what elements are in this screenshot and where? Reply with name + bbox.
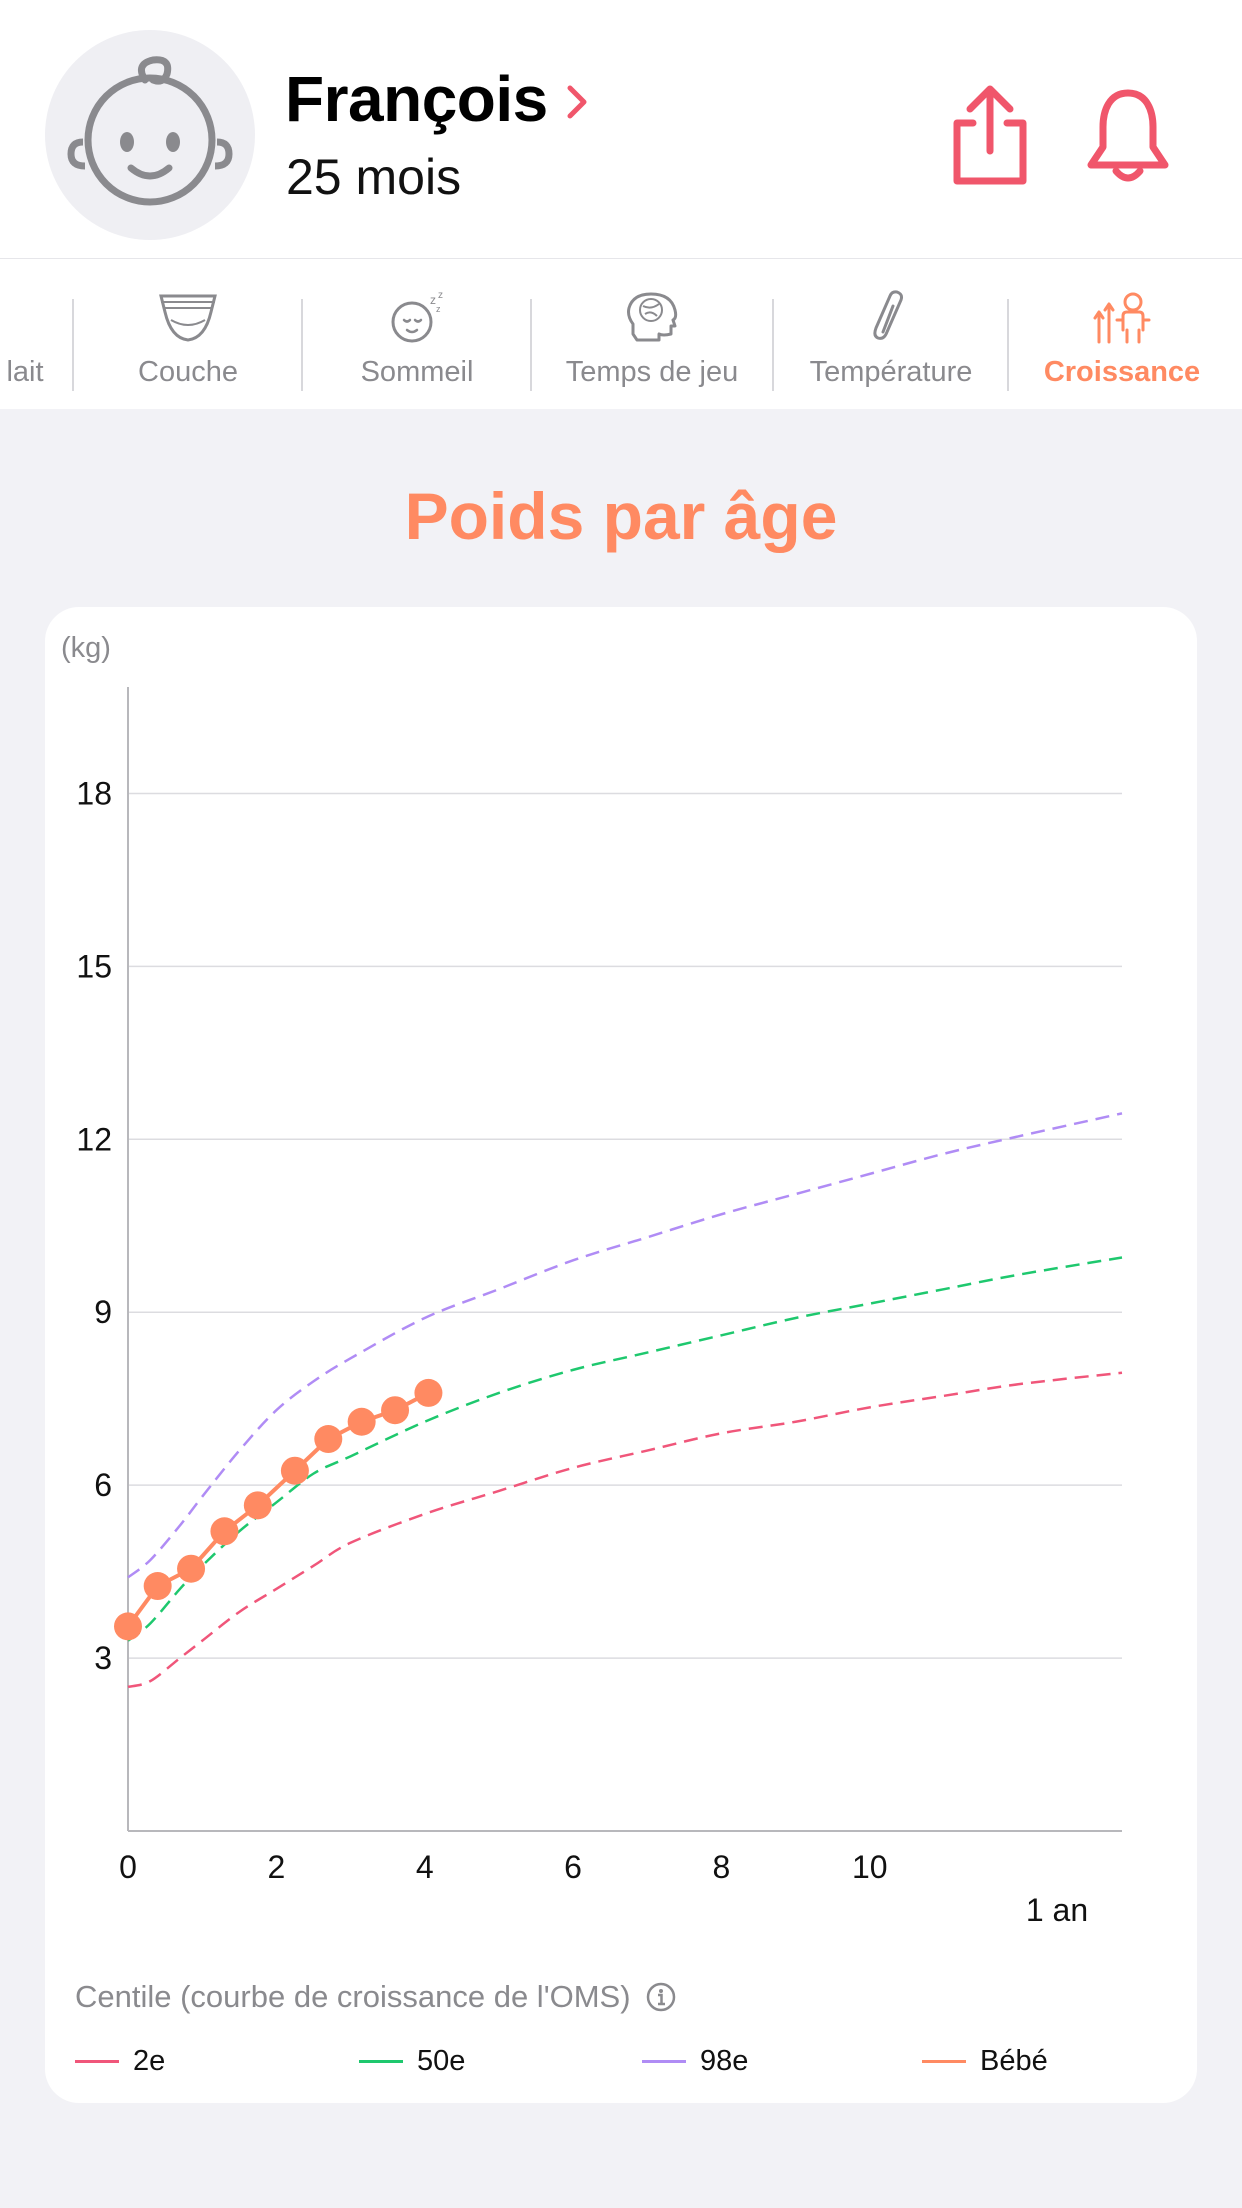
profile-name: François [285,63,548,135]
legend-item-50e: 50e [359,2045,465,2078]
x-tick-label: 4 [416,1849,434,1885]
tab-divider [72,299,74,391]
share-button[interactable] [940,80,1040,190]
thermometer-icon [873,290,903,340]
info-icon[interactable] [645,1981,677,2013]
tab-divider [301,299,303,391]
legend-swatch [359,2060,403,2063]
svg-text:z: z [436,304,441,314]
legend-swatch [642,2060,686,2063]
tab-label: Temps de jeu [565,356,739,388]
x-tick-label: 6 [564,1849,582,1885]
tab-temps-de-jeu[interactable]: Temps de jeu [532,259,772,409]
bell-icon [1087,89,1169,182]
tab-label: Température [809,356,973,388]
legend-label: 50e [417,2045,466,2077]
series-50e-line [127,1256,1123,1642]
legend-swatch [75,2060,119,2063]
legend-item-98e: 98e [642,2045,748,2078]
baby-data-point [177,1554,206,1583]
y-axis-label: (kg) [61,632,111,664]
profile-age: 25 mois [286,149,462,205]
legend-label: Bébé [980,2045,1048,2077]
tab-label: Croissance [1043,356,1201,388]
category-tabs: lait Couche z z z Sommeil Temps de jeu [0,259,1242,409]
x-tick-label: 0 [119,1849,137,1885]
baby-data-point [347,1407,376,1436]
series-98e-line [127,1112,1123,1579]
legend-label: 2e [133,2045,166,2077]
baby-data-point [210,1517,239,1546]
chevron-right-icon [567,85,587,119]
series-2e-line [127,1371,1123,1689]
weight-for-age-chart: 3 6 9 12 15 18 0 2 4 6 8 10 (kg) 1 an [61,632,1123,1928]
share-icon [953,85,1027,185]
baby-data-point [314,1425,343,1454]
x-tick-label: 8 [713,1849,731,1885]
growth-icon [1093,292,1151,344]
y-tick-label: 15 [76,948,112,984]
baby-data-point [414,1378,443,1407]
tab-couche[interactable]: Couche [74,259,302,409]
tab-lait[interactable]: lait [0,259,60,409]
tab-temperature[interactable]: Température [774,259,1008,409]
baby-data-point [143,1572,172,1601]
y-tick-label: 9 [94,1294,112,1330]
tab-croissance[interactable]: Croissance [1010,259,1234,409]
tab-divider [1007,299,1009,391]
page-title: Poids par âge [404,479,838,553]
x-tick-label: 10 [852,1849,888,1885]
tab-label: lait [6,356,44,388]
profile-name-row[interactable]: François [285,62,590,136]
legend-title-text: Centile (courbe de croissance de l'OMS) [75,1979,631,2014]
legend-item-bebe: Bébé [922,2045,1048,2078]
tab-label: Sommeil [360,356,474,388]
baby-data-point [381,1396,410,1425]
sleeping-baby-icon: z z z [391,290,443,343]
tab-sommeil[interactable]: z z z Sommeil [303,259,531,409]
baby-data-point [280,1456,309,1485]
baby-data-point [243,1491,272,1520]
baby-avatar[interactable] [45,30,255,240]
tab-divider [530,299,532,391]
legend-item-2e: 2e [75,2045,165,2078]
brain-icon [627,292,678,342]
series-bebe-line [126,1391,430,1628]
svg-text:z: z [430,293,436,307]
legend-title: Centile (courbe de croissance de l'OMS) [75,1979,677,2015]
legend-swatch [922,2060,966,2063]
legend-label: 98e [700,2045,749,2077]
diaper-icon [159,294,217,342]
tab-label: Couche [138,356,238,388]
y-tick-label: 6 [94,1467,112,1503]
baby-data-point [114,1612,142,1641]
y-tick-label: 3 [94,1640,112,1676]
svg-text:z: z [438,290,443,301]
baby-face-icon [67,56,233,206]
profile-header: François 25 mois [0,0,1242,259]
tab-divider [772,299,774,391]
y-tick-label: 18 [76,775,112,811]
x-axis-label: 1 an [1026,1892,1088,1928]
y-tick-label: 12 [76,1121,112,1157]
chart-card: 3 6 9 12 15 18 0 2 4 6 8 10 (kg) 1 an Centile (courbe… [45,607,1197,2103]
notification-button[interactable] [1078,80,1178,190]
x-tick-label: 2 [267,1849,285,1885]
